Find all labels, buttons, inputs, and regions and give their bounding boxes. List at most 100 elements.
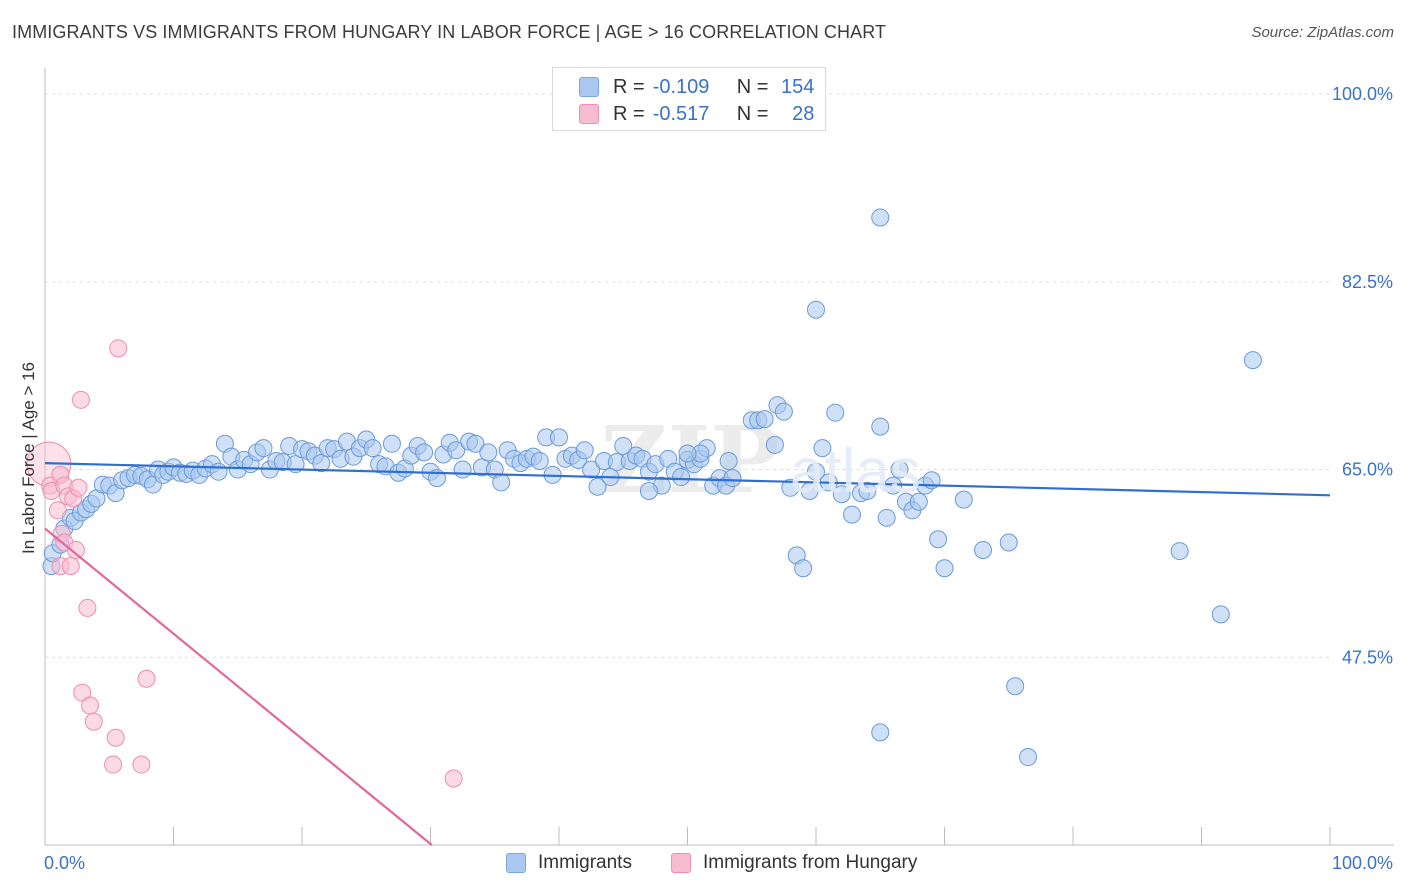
x-tick-label: 100.0% [1332, 853, 1393, 873]
data-point [1243, 351, 1262, 370]
data-point [719, 451, 738, 470]
chart-title: IMMIGRANTS VS IMMIGRANTS FROM HUNGARY IN… [12, 22, 887, 42]
legend-row-immigrants: R = -0.109 N = 154 [579, 76, 814, 98]
data-point [1006, 677, 1025, 696]
data-point [530, 451, 549, 470]
y-tick-label: 65.0% [1342, 460, 1393, 480]
watermark-suffix: atlas [790, 437, 921, 506]
data-point [858, 482, 877, 500]
data-point [807, 300, 825, 319]
y-axis-label: In Labor Force | Age > 16 [19, 362, 38, 554]
legend-row-hungary: R = -0.517 N = 28 [579, 103, 814, 125]
data-point [1211, 605, 1230, 624]
data-point [575, 441, 594, 460]
legend-swatch-immigrants [579, 77, 599, 97]
data-point [582, 460, 601, 479]
legend-n-value: 154 [781, 75, 815, 98]
data-point [84, 712, 103, 731]
data-point [209, 462, 228, 481]
data-point [66, 541, 85, 559]
data-point [415, 443, 434, 462]
data-point [614, 436, 633, 455]
data-point [447, 441, 466, 460]
data-point [781, 478, 800, 497]
series-immigrants-from-hungary [26, 339, 463, 788]
data-point [813, 439, 832, 458]
data-point [871, 417, 890, 436]
y-tick-label: 100.0% [1332, 84, 1393, 104]
data-point [832, 485, 851, 504]
data-point [466, 434, 485, 453]
data-point [871, 723, 890, 742]
data-point [1019, 748, 1038, 767]
bottom-legend-label: Immigrants from Hungary [703, 852, 918, 873]
data-point [877, 508, 896, 527]
data-point [109, 339, 128, 358]
x-tick-labels: 0.0% 100.0% [44, 853, 1393, 873]
data-point [78, 598, 97, 617]
data-point [723, 469, 742, 488]
data-point [312, 454, 331, 473]
legend-n-value: 28 [792, 102, 815, 125]
y-tick-label: 82.5% [1342, 272, 1393, 292]
data-point [1170, 542, 1189, 561]
x-tick-label: 0.0% [44, 853, 85, 873]
data-point [871, 208, 890, 227]
data-point [132, 755, 151, 774]
data-point [363, 439, 382, 458]
bottom-legend-hungary: Immigrants from Hungary [671, 852, 917, 874]
y-tick-label: 47.5% [1342, 647, 1393, 667]
data-point [765, 435, 784, 454]
legend-r-label: R = [613, 75, 645, 98]
data-point [588, 477, 607, 496]
data-point [382, 434, 401, 453]
bottom-legend-swatch-immigrants [506, 853, 526, 873]
trend-line [44, 462, 1331, 497]
legend-r-value: -0.109 [652, 75, 710, 98]
data-point [71, 390, 90, 409]
series-immigrants [42, 208, 1262, 767]
data-point [672, 468, 691, 487]
data-point [929, 530, 948, 549]
legend-swatch-hungary [579, 104, 599, 124]
data-point [479, 443, 498, 462]
data-point [807, 462, 825, 481]
source-label: Source: ZipAtlas.com [1251, 24, 1394, 41]
y-tick-labels: 100.0% 82.5% 65.0% 47.5% [1332, 84, 1393, 667]
data-point [999, 533, 1018, 552]
data-point [774, 402, 793, 421]
data-point [137, 669, 156, 688]
trend-lines [44, 462, 1331, 846]
grid-lines [45, 93, 1330, 658]
data-point [974, 541, 993, 559]
data-point [842, 505, 861, 524]
data-point [69, 478, 88, 497]
legend-n-label: N = [736, 102, 769, 125]
data-point [550, 428, 568, 447]
data-point [954, 490, 973, 509]
bottom-legend-swatch-hungary [671, 853, 691, 873]
data-point [80, 696, 99, 715]
data-point [639, 482, 658, 500]
legend-n-label: N = [736, 75, 769, 98]
bottom-legend-immigrants: Immigrants [506, 852, 632, 874]
data-point [492, 473, 511, 492]
data-point [794, 559, 813, 578]
data-point [48, 501, 67, 520]
data-point [106, 728, 125, 747]
legend-r-label: R = [613, 102, 645, 125]
axes [44, 68, 1394, 846]
correlation-legend: R = -0.109 N = 154 R = -0.517 N = 28 [552, 67, 826, 131]
data-point [909, 492, 928, 511]
data-point [935, 559, 954, 578]
data-point [444, 769, 463, 788]
data-point [453, 460, 472, 479]
bottom-legend-label: Immigrants [538, 852, 632, 873]
data-point [61, 557, 80, 576]
data-point [254, 439, 273, 458]
data-point [826, 403, 845, 422]
data-point [755, 410, 774, 429]
data-point [104, 755, 123, 774]
trend-line [44, 527, 433, 846]
